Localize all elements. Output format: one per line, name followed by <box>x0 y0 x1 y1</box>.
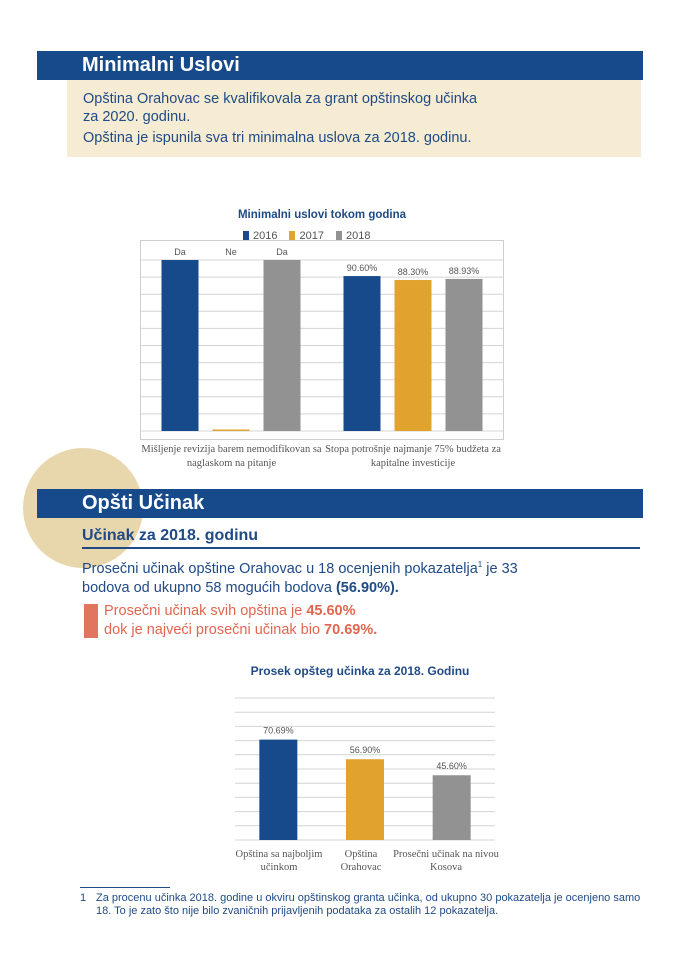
summary-text: bodova od ukupno 58 mogućih bodova <box>82 579 336 596</box>
footnote-text: Za procenu učinka 2018. godine u okviru … <box>96 892 641 917</box>
chart2-plot: 70.69% 56.90% 45.60% <box>235 697 495 841</box>
section-title: Opšti Učinak <box>82 492 205 514</box>
info-line: Opština je ispunila sva tri minimalna us… <box>83 130 472 146</box>
data-label: 56.90% <box>350 745 381 755</box>
category-label-line: Prosečni učinak na nivou <box>393 849 499 860</box>
legend-swatch <box>335 231 342 241</box>
plot-border <box>140 240 504 440</box>
info-line: za 2020. godinu. <box>83 109 191 125</box>
legend-item-2017: 2017 <box>289 230 324 242</box>
category-label-line: naglaskom na pitanje <box>186 458 277 469</box>
chart2-category-label: Opština sa najboljim učinkom <box>235 848 323 874</box>
data-label: Da <box>276 247 288 257</box>
info-line: Opština Orahovac se kvalifikovala za gra… <box>83 91 478 107</box>
highlight-value: 70.69%. <box>324 622 378 638</box>
chart1-title: Minimalni uslovi tokom godina <box>237 209 407 221</box>
chart2-title: Prosek opšteg učinka za 2018. Godinu <box>250 664 470 678</box>
data-label: Ne <box>225 247 237 257</box>
chart1-category-label: Stopa potrošnje najmanje 75% budžeta za … <box>322 443 504 471</box>
footnote-marker: 1 <box>477 560 483 569</box>
summary-text: Prosečni učinak opštine Orahovac u 18 oc… <box>82 560 478 577</box>
highlight-bar <box>84 604 98 638</box>
chart1-category-label: Mišljenje revizija barem nemodifikovan s… <box>140 443 323 471</box>
highlight-value: 45.60% <box>306 603 356 619</box>
data-label: 90.60% <box>347 263 378 273</box>
footnote-divider <box>80 887 170 888</box>
category-label-line: Kosova <box>429 862 463 873</box>
summary-percentage: (56.90%). <box>335 579 399 596</box>
data-label: 70.69% <box>263 726 294 736</box>
chart2-category-label: Prosečni učinak na nivou Kosova <box>393 848 499 874</box>
performance-summary: Prosečni učinak opštine Orahovac u 18 oc… <box>82 555 642 598</box>
subsection-underline <box>82 547 640 549</box>
bar-2016 <box>161 260 199 431</box>
chart1-legend: 2016 2017 2018 <box>243 230 370 242</box>
footnote-number: 1 <box>80 892 87 904</box>
highlight-text: Prosečni učinak svih opština je 45.60% d… <box>104 602 377 640</box>
bar <box>346 759 384 840</box>
legend-swatch <box>289 231 296 241</box>
legend-label: 2016 <box>253 230 278 242</box>
data-label: Da <box>174 247 186 257</box>
chart2-category-label: Opština Orahovac <box>322 848 400 874</box>
qualification-info-box: Opština Orahovac se kvalifikovala za gra… <box>67 80 641 157</box>
category-label-line: kapitalne investicije <box>370 458 456 469</box>
summary-text: je 33 <box>482 560 518 577</box>
category-label-line: Opština <box>344 849 378 860</box>
data-label: 88.30% <box>398 267 429 277</box>
highlight-line: Prosečni učinak svih opština je <box>104 603 307 619</box>
category-label-line: Mišljenje revizija barem nemodifikovan s… <box>141 444 322 455</box>
section-title: Minimalni Uslovi <box>82 54 240 76</box>
data-label: 45.60% <box>436 761 467 771</box>
legend-swatch <box>243 231 249 241</box>
legend-label: 2018 <box>345 230 371 242</box>
section-banner-minimal-conditions: Minimalni Uslovi <box>37 51 643 80</box>
category-label-line: učinkom <box>260 862 298 873</box>
legend-item-2018: 2018 <box>335 230 371 242</box>
bar-2017 <box>394 280 432 431</box>
subsection-title: Učinak za 2018. godinu <box>82 527 259 544</box>
legend-label: 2017 <box>299 230 324 242</box>
bar-2017 <box>212 429 250 431</box>
bar <box>259 739 298 840</box>
section-banner-general-performance: Opšti Učinak <box>37 489 643 518</box>
highlight-line: dok je najveći prosečni učinak bio <box>104 622 325 638</box>
legend-item-2016: 2016 <box>243 230 277 242</box>
category-label-line: Orahovac <box>340 862 382 873</box>
bar-2018 <box>445 278 483 431</box>
category-label-line: Opština sa najboljim <box>235 849 323 860</box>
category-label-line: Stopa potrošnje najmanje 75% budžeta za <box>325 444 501 455</box>
bar <box>432 775 471 840</box>
bar-2018 <box>263 260 301 431</box>
bar-2016 <box>343 276 381 431</box>
chart1-plot: Da Ne Da 90.60% 88.30% 88.93% <box>140 240 504 440</box>
data-label: 88.93% <box>449 266 480 276</box>
